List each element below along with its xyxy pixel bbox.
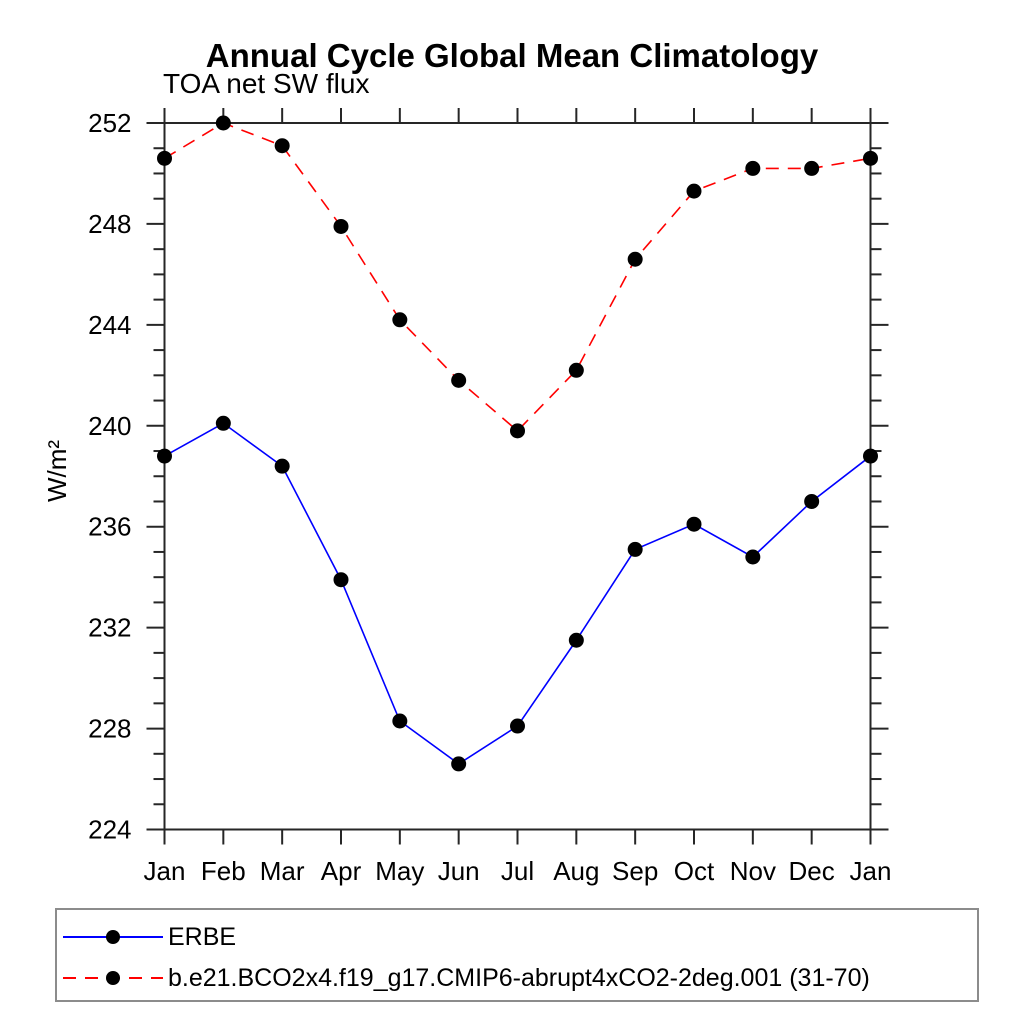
data-point bbox=[392, 312, 408, 328]
svg-text:224: 224 bbox=[88, 815, 131, 845]
data-point bbox=[745, 160, 761, 176]
data-point bbox=[451, 372, 467, 388]
svg-text:May: May bbox=[375, 856, 424, 886]
svg-text:Jul: Jul bbox=[501, 856, 534, 886]
data-point bbox=[215, 415, 231, 431]
data-point bbox=[568, 632, 584, 648]
legend-line-sample-model bbox=[63, 971, 163, 985]
legend-label-erbe: ERBE bbox=[168, 922, 237, 951]
data-point bbox=[392, 713, 408, 729]
data-point bbox=[627, 541, 643, 557]
svg-text:Sep: Sep bbox=[612, 856, 658, 886]
data-point bbox=[510, 718, 525, 734]
svg-text:Jun: Jun bbox=[438, 856, 480, 886]
svg-text:Jan: Jan bbox=[144, 856, 186, 886]
series-model bbox=[157, 115, 878, 439]
data-point bbox=[333, 218, 349, 234]
data-point bbox=[157, 448, 172, 464]
data-point bbox=[863, 448, 878, 464]
series-erbe bbox=[157, 415, 878, 772]
data-point bbox=[686, 183, 702, 199]
svg-text:Aug: Aug bbox=[553, 856, 599, 886]
chart-subtitle: TOA net SW flux bbox=[163, 68, 370, 99]
legend-label-model: b.e21.BCO2x4.f19_g17.CMIP6-abrupt4xCO2-2… bbox=[168, 963, 870, 992]
svg-text:Apr: Apr bbox=[321, 856, 362, 886]
legend: ERBE b.e21.BCO2x4.f19_g17.CMIP6-abrupt4x… bbox=[55, 908, 979, 1002]
data-point bbox=[863, 150, 878, 166]
data-point bbox=[451, 756, 467, 772]
chart-title: Annual Cycle Global Mean Climatology bbox=[205, 37, 819, 75]
y-axis-ticks bbox=[146, 122, 889, 831]
svg-text:Dec: Dec bbox=[789, 856, 835, 886]
svg-text:228: 228 bbox=[88, 714, 131, 744]
data-point bbox=[627, 251, 643, 267]
data-point bbox=[804, 160, 820, 176]
svg-text:Feb: Feb bbox=[201, 856, 246, 886]
svg-text:236: 236 bbox=[88, 512, 131, 542]
data-point bbox=[745, 549, 761, 565]
y-axis-tick-labels: 224 228 232 236 240 244 248 252 bbox=[88, 108, 131, 845]
legend-marker-icon bbox=[106, 971, 120, 985]
x-axis-tick-labels: Jan Feb Mar Apr May Jun Jul Aug Sep Oct Nov Dec Jan bbox=[144, 856, 892, 886]
data-point bbox=[510, 423, 525, 439]
svg-text:Jan: Jan bbox=[850, 856, 892, 886]
data-point bbox=[333, 572, 349, 588]
data-point bbox=[157, 150, 172, 166]
data-point bbox=[804, 493, 820, 509]
legend-item-model: b.e21.BCO2x4.f19_g17.CMIP6-abrupt4xCO2-2… bbox=[60, 960, 870, 996]
svg-text:Nov: Nov bbox=[730, 856, 776, 886]
data-point bbox=[686, 516, 702, 532]
data-point bbox=[215, 115, 231, 131]
svg-text:Mar: Mar bbox=[260, 856, 305, 886]
legend-marker-icon bbox=[106, 930, 120, 944]
legend-item-erbe: ERBE bbox=[60, 919, 236, 955]
svg-text:240: 240 bbox=[88, 411, 131, 441]
svg-text:232: 232 bbox=[88, 613, 131, 643]
x-axis-ticks bbox=[163, 108, 872, 845]
svg-text:248: 248 bbox=[88, 209, 131, 239]
svg-text:252: 252 bbox=[88, 108, 131, 138]
data-point bbox=[568, 362, 584, 378]
data-point bbox=[274, 458, 290, 474]
svg-text:Oct: Oct bbox=[674, 856, 715, 886]
legend-line-sample-erbe bbox=[63, 930, 163, 944]
svg-text:244: 244 bbox=[88, 310, 131, 340]
data-point bbox=[274, 138, 290, 154]
